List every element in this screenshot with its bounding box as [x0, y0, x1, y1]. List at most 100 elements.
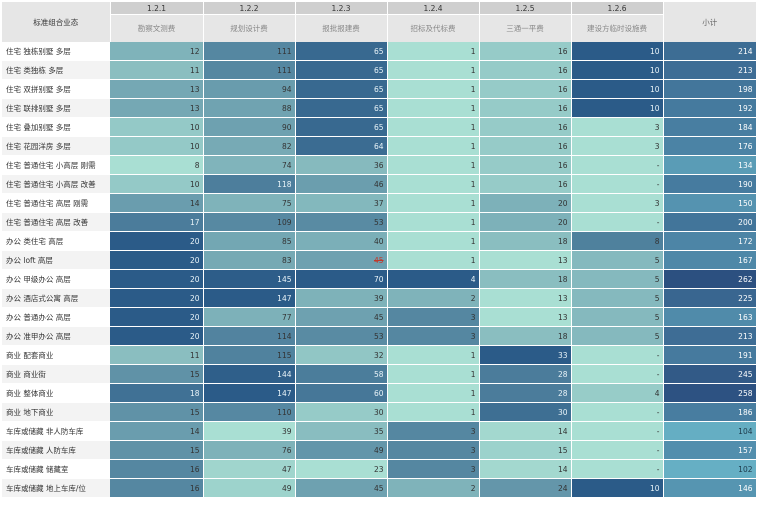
value-cell[interactable]: 33 — [479, 345, 572, 365]
table-row[interactable]: 住宅 类独栋 多层 11 111 65 1 16 10 213 — [2, 60, 757, 80]
column-name-2[interactable]: 规划设计费 — [203, 14, 296, 42]
value-cell[interactable]: 20 — [110, 231, 204, 251]
total-cell[interactable]: 258 — [663, 383, 757, 403]
value-cell[interactable]: 77 — [203, 307, 296, 327]
value-cell[interactable]: 1 — [387, 42, 480, 61]
column-name-6[interactable]: 建设方临时设施费 — [571, 14, 664, 42]
value-cell[interactable]: 11 — [110, 345, 204, 365]
value-cell[interactable]: 65 — [295, 117, 388, 137]
value-cell[interactable]: 5 — [571, 250, 664, 270]
value-cell[interactable]: 28 — [479, 383, 572, 403]
value-cell[interactable]: 1 — [387, 383, 480, 403]
value-cell[interactable]: 45 — [295, 307, 388, 327]
value-cell[interactable]: 20 — [479, 212, 572, 232]
value-cell[interactable]: 3 — [387, 440, 480, 460]
table-row[interactable]: 住宅 叠加别墅 多层 10 90 65 1 16 3 184 — [2, 117, 757, 137]
value-cell[interactable]: 35 — [295, 421, 388, 441]
value-cell[interactable]: 5 — [571, 288, 664, 308]
value-cell[interactable]: 110 — [203, 402, 296, 422]
value-cell[interactable]: - — [571, 155, 664, 175]
table-row[interactable]: 商业 商业街 15 144 58 1 28 - 245 — [2, 364, 757, 384]
total-cell[interactable]: 245 — [663, 364, 757, 384]
value-cell[interactable]: 145 — [203, 269, 296, 289]
value-cell[interactable]: - — [571, 345, 664, 365]
table-row[interactable]: 住宅 联排别墅 多层 13 88 65 1 16 10 192 — [2, 98, 757, 118]
value-cell[interactable]: 118 — [203, 174, 296, 194]
value-cell[interactable]: 1 — [387, 174, 480, 194]
total-cell[interactable]: 190 — [663, 174, 757, 194]
value-cell[interactable]: 75 — [203, 193, 296, 213]
value-cell[interactable]: 32 — [295, 345, 388, 365]
value-cell[interactable]: 60 — [295, 383, 388, 403]
value-cell[interactable]: 14 — [110, 421, 204, 441]
value-cell[interactable]: 30 — [479, 402, 572, 422]
value-cell[interactable]: 12 — [110, 42, 204, 61]
value-cell[interactable]: 20 — [110, 307, 204, 327]
value-cell[interactable]: - — [571, 212, 664, 232]
value-cell[interactable]: - — [571, 440, 664, 460]
value-cell[interactable]: 15 — [110, 364, 204, 384]
value-cell[interactable]: - — [571, 402, 664, 422]
value-cell[interactable]: 49 — [295, 440, 388, 460]
value-cell[interactable]: 1 — [387, 212, 480, 232]
value-cell[interactable]: 4 — [387, 269, 480, 289]
value-cell[interactable]: 5 — [571, 307, 664, 327]
value-cell[interactable]: 1 — [387, 98, 480, 118]
value-cell[interactable]: 23 — [295, 459, 388, 479]
table-row[interactable]: 办公 loft 高层 20 83 45 1 13 5 167 — [2, 250, 757, 270]
value-cell[interactable]: 37 — [295, 193, 388, 213]
value-cell[interactable]: 1 — [387, 231, 480, 251]
value-cell[interactable]: 3 — [571, 136, 664, 156]
total-column-header[interactable]: 小计 — [663, 2, 756, 42]
total-cell[interactable]: 150 — [663, 193, 757, 213]
value-cell[interactable]: 109 — [203, 212, 296, 232]
value-cell[interactable]: 18 — [479, 231, 572, 251]
table-row[interactable]: 住宅 花园洋房 多层 10 82 64 1 16 3 176 — [2, 136, 757, 156]
value-cell[interactable]: 147 — [203, 288, 296, 308]
table-row[interactable]: 办公 普通办公 高层 20 77 45 3 13 5 163 — [2, 307, 757, 327]
column-name-3[interactable]: 报批报建费 — [295, 14, 388, 42]
column-name-5[interactable]: 三通一平费 — [479, 14, 572, 42]
value-cell[interactable]: 4 — [571, 383, 664, 403]
value-cell[interactable]: 10 — [110, 136, 204, 156]
value-cell[interactable]: 3 — [387, 421, 480, 441]
value-cell[interactable]: 10 — [571, 60, 664, 80]
value-cell[interactable]: 3 — [387, 307, 480, 327]
value-cell[interactable]: 3 — [571, 117, 664, 137]
value-cell[interactable]: 144 — [203, 364, 296, 384]
total-cell[interactable]: 214 — [663, 42, 757, 61]
value-cell[interactable]: 20 — [110, 288, 204, 308]
value-cell[interactable]: 53 — [295, 326, 388, 346]
table-row[interactable]: 商业 整体商业 18 147 60 1 28 4 258 — [2, 383, 757, 403]
value-cell[interactable]: 85 — [203, 231, 296, 251]
column-name-1[interactable]: 勘察文测费 — [110, 14, 204, 42]
total-cell[interactable]: 172 — [663, 231, 757, 251]
value-cell[interactable]: 14 — [479, 421, 572, 441]
column-code-2[interactable]: 1.2.2 — [203, 2, 296, 15]
total-cell[interactable]: 192 — [663, 98, 757, 118]
table-row[interactable]: 办公 准甲办公 高层 20 114 53 3 18 5 213 — [2, 326, 757, 346]
total-cell[interactable]: 157 — [663, 440, 757, 460]
value-cell[interactable]: 2 — [387, 288, 480, 308]
value-cell[interactable]: 1 — [387, 402, 480, 422]
value-cell[interactable]: 16 — [479, 98, 572, 118]
table-row[interactable]: 车库或储藏 储藏室 16 47 23 3 14 - 102 — [2, 459, 757, 479]
column-code-4[interactable]: 1.2.4 — [387, 2, 480, 15]
table-row[interactable]: 办公 甲级办公 高层 20 145 70 4 18 5 262 — [2, 269, 757, 289]
total-cell[interactable]: 198 — [663, 79, 757, 99]
value-cell[interactable]: 1 — [387, 345, 480, 365]
value-cell[interactable]: 39 — [203, 421, 296, 441]
value-cell[interactable]: 90 — [203, 117, 296, 137]
total-cell[interactable]: 104 — [663, 421, 757, 441]
value-cell[interactable]: 147 — [203, 383, 296, 403]
value-cell[interactable]: 40 — [295, 231, 388, 251]
value-cell[interactable]: 28 — [479, 364, 572, 384]
value-cell[interactable]: 15 — [110, 440, 204, 460]
value-cell[interactable]: 49 — [203, 478, 296, 498]
value-cell[interactable]: - — [571, 421, 664, 441]
table-row[interactable]: 车库或储藏 地上车库/位 16 49 45 2 24 10 146 — [2, 478, 757, 498]
total-cell[interactable]: 191 — [663, 345, 757, 365]
total-cell[interactable]: 184 — [663, 117, 757, 137]
value-cell[interactable]: 16 — [479, 155, 572, 175]
value-cell[interactable]: 65 — [295, 42, 388, 61]
